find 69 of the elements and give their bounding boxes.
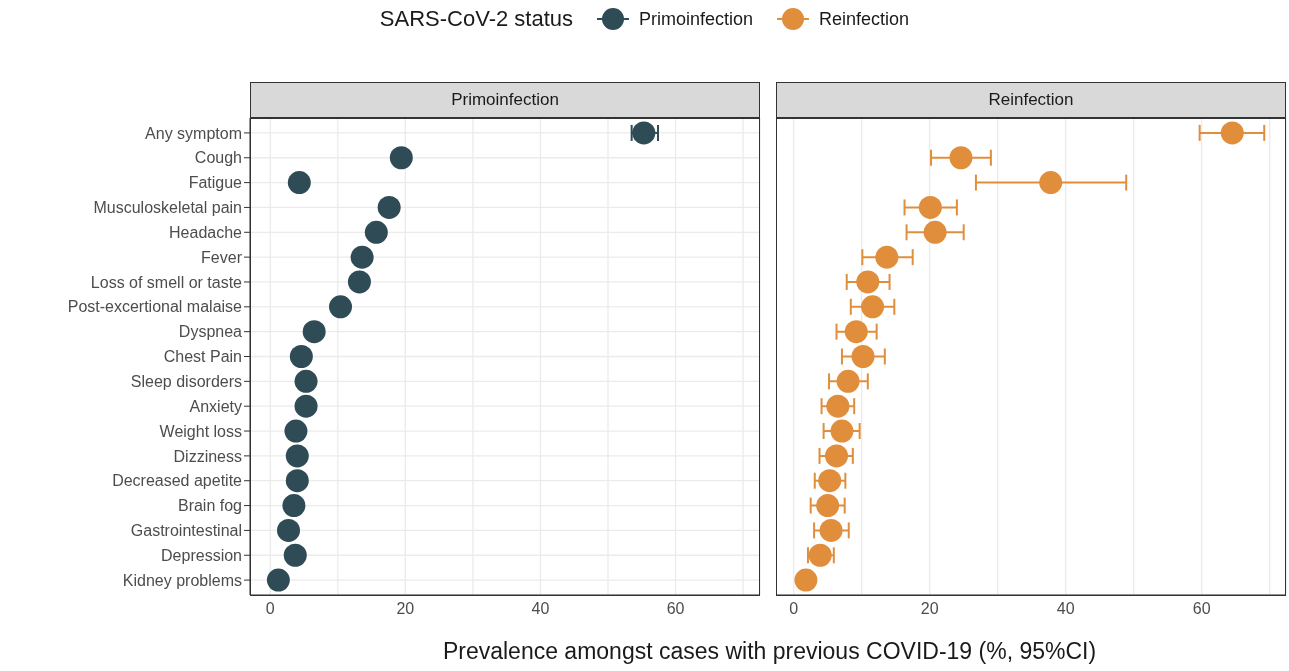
- point: [861, 295, 885, 319]
- point: [266, 568, 290, 592]
- legend-label: Reinfection: [819, 8, 910, 30]
- point: [289, 345, 313, 368]
- point: [818, 469, 842, 493]
- x-tick-label: 60: [666, 600, 685, 618]
- y-tick-label: Gastrointestinal: [130, 522, 242, 540]
- point: [819, 518, 843, 542]
- y-tick-label: Brain fog: [177, 497, 242, 515]
- point: [329, 295, 353, 319]
- y-tick-label: Cough: [194, 149, 242, 167]
- point: [825, 444, 849, 468]
- y-tick-label: Musculoskeletal pain: [93, 199, 242, 217]
- point: [875, 245, 899, 269]
- y-tick-label: Post-excertional malaise: [67, 298, 243, 316]
- point: [826, 394, 850, 418]
- point: [282, 494, 306, 518]
- x-tick-label: 0: [789, 600, 799, 618]
- y-tick-label: Dizziness: [173, 447, 242, 465]
- x-tick-label: 20: [920, 600, 939, 618]
- point: [294, 369, 318, 393]
- point: [364, 220, 388, 244]
- x-tick-label: 0: [265, 600, 275, 618]
- point: [949, 146, 973, 170]
- point: [285, 444, 309, 468]
- point: [283, 543, 307, 567]
- point: [389, 146, 413, 170]
- y-tick-label: Sleep disorders: [130, 373, 242, 391]
- chart-title: Reinfection: [776, 82, 1286, 118]
- point: [377, 195, 401, 219]
- legend-title: SARS-CoV-2 status: [379, 6, 574, 32]
- point: [836, 369, 860, 393]
- point: [284, 419, 308, 443]
- x-tick-label: 60: [1192, 600, 1211, 618]
- x-tick-label: 40: [1056, 600, 1075, 618]
- point: [1039, 171, 1063, 195]
- x-tick-label: 40: [531, 600, 550, 618]
- point: [923, 220, 947, 244]
- point: [287, 171, 311, 195]
- point: [851, 345, 875, 368]
- x-axis-title: Prevalence amongst cases with previous COVID-19 (%, 95%CI): [441, 638, 1098, 665]
- point: [856, 270, 880, 294]
- y-tick-label: Any symptom: [145, 124, 242, 142]
- point: [285, 469, 309, 493]
- y-tick-label: Kidney problems: [122, 571, 242, 589]
- point: [350, 245, 374, 269]
- y-tick-label: Depression: [161, 546, 242, 564]
- point: [347, 270, 371, 294]
- point: [816, 494, 840, 518]
- y-tick-label: Anxiety: [189, 397, 242, 415]
- y-tick-label: Loss of smell or taste: [90, 273, 243, 291]
- point: [844, 320, 868, 344]
- point: [794, 568, 818, 592]
- y-tick-label: Fatigue: [188, 174, 243, 192]
- y-tick-label: Fever: [201, 248, 243, 266]
- y-tick-label: Dyspnea: [178, 323, 243, 341]
- legend-label: Primoinfection: [639, 8, 754, 30]
- point: [918, 195, 942, 219]
- point: [1220, 121, 1244, 145]
- x-tick-label: 20: [396, 600, 415, 618]
- point: [830, 419, 854, 443]
- point: [277, 518, 300, 542]
- y-tick-label: Headache: [169, 223, 243, 241]
- chart-title: Primoinfection: [250, 82, 760, 118]
- point: [294, 394, 318, 418]
- y-tick-label: Weight loss: [159, 422, 242, 440]
- y-tick-label: Chest Pain: [163, 348, 242, 366]
- y-tick-label: Decreased apetite: [112, 472, 243, 490]
- point: [302, 320, 326, 344]
